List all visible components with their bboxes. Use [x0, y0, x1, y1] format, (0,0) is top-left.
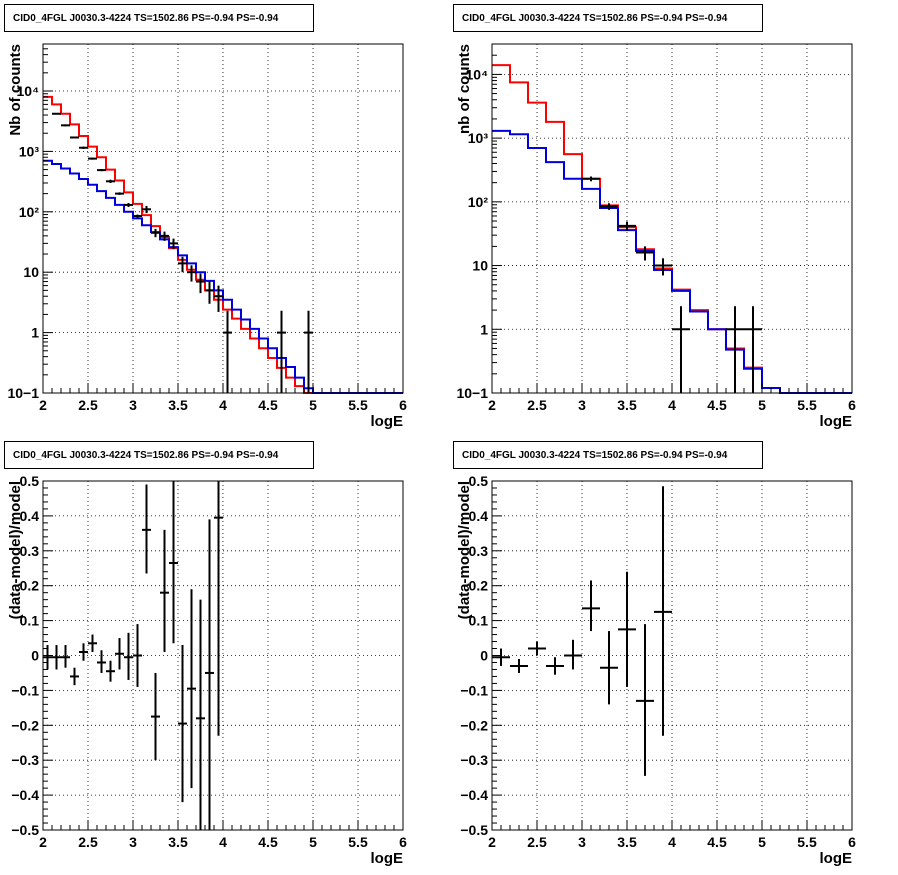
x-tick-label: 5.5	[797, 834, 817, 850]
x-tick-label: 4.5	[258, 834, 278, 850]
y-tick-label: 0	[480, 648, 488, 664]
y-tick-label: −0.4	[11, 787, 39, 803]
y-tick-label: 0.5	[469, 473, 489, 489]
y-tick-label: 0.5	[20, 473, 40, 489]
y-tick-label: −0.4	[460, 787, 488, 803]
y-tick-label: −0.1	[11, 682, 39, 698]
x-tick-label: 5	[309, 834, 317, 850]
chart-pad-bottom-left: 2 2.5 3 3.5 4 4.5 5 5.5 6 −0.5 −0.4 −0.3 −0.2 −0.1 0 0.…	[0, 437, 449, 874]
chart-title: CID0_4FGL J0030.3-4224 TS=1502.86 PS=-0.…	[4, 441, 314, 469]
x-tick-label: 2	[39, 834, 47, 850]
x-axis-title: logE	[820, 850, 853, 867]
y-axis-title: (data-model)/model	[456, 481, 473, 619]
x-tick-label: 2	[39, 397, 47, 413]
x-tick-label: 2.5	[78, 834, 98, 850]
x-tick-label: 6	[399, 397, 407, 413]
x-tick-label: 2.5	[527, 834, 547, 850]
x-tick-label: 4.5	[258, 397, 278, 413]
x-tick-label: 2	[488, 834, 496, 850]
histogram-series-0	[492, 64, 852, 394]
y-tick-label: 0.2	[469, 578, 489, 594]
y-tick-label: −0.2	[460, 717, 488, 733]
y-tick-label: 10³	[468, 130, 489, 146]
y-tick-label: 0.4	[469, 508, 489, 524]
y-tick-label: −0.3	[460, 752, 488, 768]
x-tick-label: 3	[129, 397, 137, 413]
y-tick-label: −0.1	[460, 682, 488, 698]
x-tick-label: 3	[129, 834, 137, 850]
y-axis-title: nb of counts	[456, 44, 473, 134]
x-axis-title: logE	[820, 413, 853, 430]
x-tick-label: 4	[219, 834, 227, 850]
x-tick-label: 5	[309, 397, 317, 413]
y-tick-label: 10²	[468, 194, 489, 210]
x-tick-label: 4	[668, 834, 676, 850]
y-tick-label: 10²	[19, 204, 40, 220]
y-tick-label: 10⁴	[466, 66, 489, 82]
y-tick-label: 0.2	[20, 578, 40, 594]
y-tick-label: 0.3	[20, 543, 40, 559]
x-tick-label: 4	[219, 397, 227, 413]
x-tick-label: 2	[488, 397, 496, 413]
x-tick-label: 5.5	[348, 397, 368, 413]
x-tick-label: 3.5	[617, 397, 637, 413]
chart-bottom-left: 2 2.5 3 3.5 4 4.5 5 5.5 6 −0.5 −0.4 −0.3 −0.2 −0.1 0 0.…	[7, 473, 407, 867]
chart-title: CID0_4FGL J0030.3-4224 TS=1502.86 PS=-0.…	[453, 4, 763, 32]
y-tick-label: 0	[31, 648, 39, 664]
x-tick-label: 2.5	[527, 397, 547, 413]
y-axis-title: Nb of counts	[7, 44, 24, 136]
chart-top-right: 2 2.5 3 3.5 4 4.5 5 5.5 6 10−1 1 10 10² 10³ 10⁴ logE nb …	[456, 43, 856, 430]
x-tick-label: 5.5	[348, 834, 368, 850]
y-tick-label: 0.1	[20, 613, 40, 629]
x-tick-label: 3.5	[617, 834, 637, 850]
x-tick-label: 5	[758, 397, 766, 413]
x-tick-label: 3	[578, 397, 586, 413]
y-tick-label: 10⁴	[17, 83, 40, 99]
histogram-series-1	[492, 129, 852, 394]
x-tick-label: 4	[668, 397, 676, 413]
y-tick-label: −0.2	[11, 717, 39, 733]
y-tick-label: −0.5	[460, 822, 488, 838]
y-axis-title: (data-model)/model	[7, 481, 24, 619]
x-tick-label: 3.5	[168, 397, 188, 413]
x-tick-label: 6	[848, 397, 856, 413]
y-tick-label: 1	[31, 325, 39, 341]
x-tick-label: 4.5	[707, 834, 727, 850]
y-tick-label: 0.4	[20, 508, 40, 524]
chart-pad-top-left: 2 2.5 3 3.5 4 4.5 5 5.5 6 10−1 1 10 10² 10³ 10⁴ logE Nb …	[0, 0, 449, 437]
x-tick-label: 3	[578, 834, 586, 850]
x-tick-label: 3.5	[168, 834, 188, 850]
chart-title: CID0_4FGL J0030.3-4224 TS=1502.86 PS=-0.…	[453, 441, 763, 469]
chart-title: CID0_4FGL J0030.3-4224 TS=1502.86 PS=-0.…	[4, 4, 314, 32]
x-tick-label: 5	[758, 834, 766, 850]
histogram-series-1	[43, 159, 403, 394]
y-tick-label: 10³	[19, 143, 40, 159]
x-tick-label: 6	[399, 834, 407, 850]
y-tick-label: 1	[480, 321, 488, 337]
chart-bottom-right: 2 2.5 3 3.5 4 4.5 5 5.5 6 −0.5 −0.4 −0.3 −0.2 −0.1 0 0.…	[456, 473, 856, 867]
x-tick-label: 5.5	[797, 397, 817, 413]
x-axis-title: logE	[371, 850, 404, 867]
y-tick-label: 10	[472, 258, 488, 274]
y-tick-label: 10−1	[456, 385, 488, 401]
x-tick-label: 6	[848, 834, 856, 850]
x-axis-title: logE	[371, 413, 404, 430]
y-tick-label: 0.3	[469, 543, 489, 559]
y-tick-label: −0.3	[11, 752, 39, 768]
chart-top-left: 2 2.5 3 3.5 4 4.5 5 5.5 6 10−1 1 10 10² 10³ 10⁴ logE Nb …	[7, 43, 407, 430]
y-tick-label: 10	[23, 264, 39, 280]
x-tick-label: 2.5	[78, 397, 98, 413]
y-tick-label: 0.1	[469, 613, 489, 629]
chart-pad-bottom-right: 2 2.5 3 3.5 4 4.5 5 5.5 6 −0.5 −0.4 −0.3 −0.2 −0.1 0 0.…	[449, 437, 898, 874]
x-tick-label: 4.5	[707, 397, 727, 413]
chart-pad-top-right: 2 2.5 3 3.5 4 4.5 5 5.5 6 10−1 1 10 10² 10³ 10⁴ logE nb …	[449, 0, 898, 437]
y-tick-label: −0.5	[11, 822, 39, 838]
y-tick-label: 10−1	[7, 385, 39, 401]
